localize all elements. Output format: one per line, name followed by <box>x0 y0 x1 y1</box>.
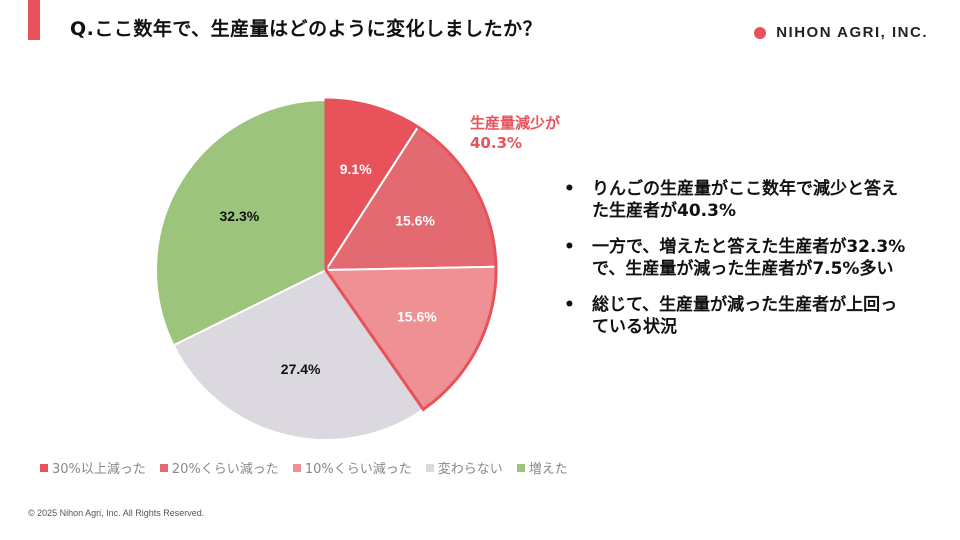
brand-dot-icon <box>754 26 767 39</box>
decrease-callout: 生産量減少が 40.3% <box>470 113 560 153</box>
decrease-callout-label: 生産量減少が <box>470 114 561 132</box>
bullet-text: りんごの生産量がここ数年で減少と答えた生産者が40.3% <box>592 179 898 221</box>
legend-swatch <box>292 463 301 472</box>
legend-item: 増えた <box>516 458 568 477</box>
pie-labels: 9.1% 15.6% 15.6% 27.4% 32.3% <box>220 161 438 377</box>
legend-item: 変わらない <box>425 458 503 477</box>
legend-swatch <box>516 463 525 472</box>
legend-swatch <box>40 463 48 472</box>
bullet-icon: • <box>564 295 575 315</box>
legend-item: 30%以上減った <box>40 458 146 477</box>
legend-swatch <box>425 463 434 472</box>
legend-label: 20%くらい減った <box>171 462 279 477</box>
bullet-icon: • <box>564 179 575 199</box>
legend-label: 30%以上減った <box>52 462 146 477</box>
bullet-list: • りんごの生産量がここ数年で減少と答えた生産者が40.3% • 一方で、増えた… <box>560 178 910 352</box>
pie-slice-label: 9.1% <box>340 161 372 177</box>
legend-label: 10%くらい減った <box>304 462 412 477</box>
bullet-item: • りんごの生産量がここ数年で減少と答えた生産者が40.3% <box>560 178 910 222</box>
legend-swatch <box>159 463 168 472</box>
bullet-item: • 一方で、増えたと答えた生産者が32.3%で、生産量が減った生産者が7.5%多… <box>560 236 910 280</box>
bullet-text: 総じて、生産量が減った生産者が上回っている状況 <box>592 295 898 337</box>
decrease-highlight-outline <box>324 98 498 412</box>
brand-logo: NIHON AGRI, INC. <box>754 24 928 41</box>
chart-legend: 30%以上減った 20%くらい減った 10%くらい減った 変わらない 増えた <box>40 458 568 477</box>
legend-item: 10%くらい減った <box>292 458 412 477</box>
pie-slice <box>155 98 327 347</box>
page-title: Q.ここ数年で、生産量はどのように変化しましたか？ <box>70 18 543 40</box>
title-accent-bar <box>28 0 40 40</box>
pie-slice-label: 27.4% <box>281 361 321 377</box>
pie-slice-label: 32.3% <box>220 208 260 224</box>
decrease-callout-value: 40.3% <box>470 134 523 152</box>
bullet-item: • 総じて、生産量が減った生産者が上回っている状況 <box>560 294 910 338</box>
bullet-text: 一方で、増えたと答えた生産者が32.3%で、生産量が減った生産者が7.5%多い <box>592 237 906 279</box>
pie-slice-label: 15.6% <box>395 212 435 228</box>
legend-label: 変わらない <box>437 462 503 477</box>
legend-item: 20%くらい減った <box>159 458 279 477</box>
copyright-text: © 2025 Nihon Agri, Inc. All Rights Reser… <box>28 508 205 518</box>
brand-name: NIHON AGRI, INC. <box>776 24 928 41</box>
bullet-icon: • <box>564 237 575 257</box>
pie-slice-label: 15.6% <box>397 308 437 324</box>
pie-slice <box>172 268 425 441</box>
legend-label: 増えた <box>528 462 568 477</box>
